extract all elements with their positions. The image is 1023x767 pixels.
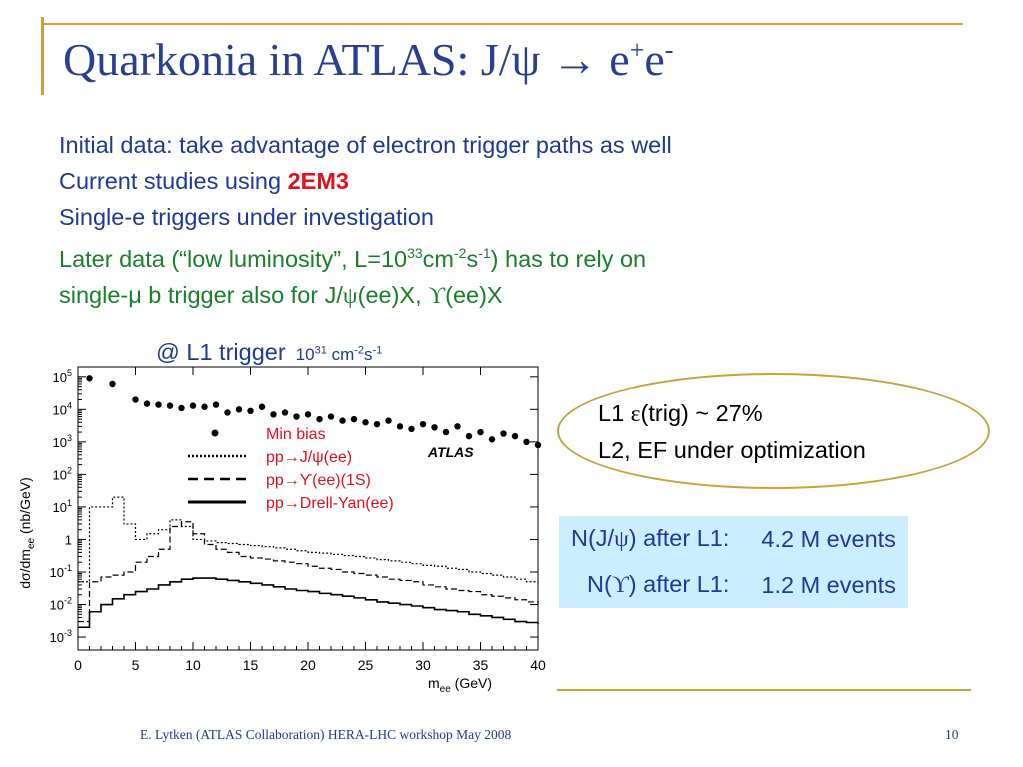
minbias-point	[396, 423, 404, 430]
jpsi-label: N(J/ψ) after L1:	[571, 525, 730, 552]
page-number: 10	[945, 727, 959, 742]
minbias-point	[189, 402, 197, 409]
bullet-2: Current studies using 2EM3	[59, 168, 349, 194]
legend-label: pp→J/ψ(ee)	[266, 449, 352, 466]
bullet-1: Initial data: take advantage of electron…	[59, 132, 672, 158]
minbias-point	[477, 428, 484, 436]
x-tick-label: 0	[74, 657, 82, 673]
minbias-point	[534, 441, 542, 449]
minbias-point	[442, 428, 450, 436]
legend-label: pp→Drell-Yan(ee)	[266, 495, 394, 512]
minbias-point	[270, 411, 277, 418]
minbias-point	[212, 401, 220, 408]
efficiency-line: L1 ε(trig) ~ 27%	[598, 400, 763, 427]
minbias-point	[385, 417, 392, 424]
minbias-point	[339, 417, 346, 424]
minbias-point	[373, 420, 381, 428]
minbias-point	[465, 432, 473, 440]
upsilon-count: 1.2 M events	[761, 571, 896, 598]
trigger-efficiency-text: L1 ε(trig) ~ 27% L2, EF under optimizati…	[598, 395, 866, 468]
event-yield-table: N(J/ψ) after L1: 4.2 M events N(ϒ) after…	[559, 516, 908, 608]
y-tick-label: 105	[53, 368, 72, 385]
minbias-point	[235, 406, 243, 413]
minbias-point	[500, 430, 507, 437]
minbias-point	[155, 401, 162, 408]
legend-label: Min bias	[266, 426, 326, 443]
minbias-point	[488, 436, 496, 443]
minbias-point	[419, 420, 427, 428]
mass-spectrum-plot: 0 5 10 15 20 25 30 35 40 10-3 10-2 10-1 1 101 102 103 10…	[17, 366, 546, 695]
minbias-point	[178, 404, 185, 412]
x-tick-label: 20	[300, 657, 316, 673]
y-tick-label: 101	[53, 498, 72, 515]
minbias-point	[132, 396, 139, 403]
bullet-list: Initial data: take advantage of electron…	[59, 127, 672, 314]
x-tick-label: 25	[358, 657, 374, 673]
minbias-point	[304, 411, 312, 418]
minbias-point	[281, 409, 289, 416]
x-tick-label: 5	[132, 657, 140, 673]
y-tick-label: 102	[53, 465, 72, 482]
upsilon-label: N(ϒ) after L1:	[587, 571, 730, 598]
table-row: N(ϒ) after L1: 1.2 M events	[559, 562, 908, 608]
minbias-point	[143, 400, 151, 407]
optimization-line: L2, EF under optimization	[598, 437, 866, 463]
drellyan-curve	[78, 577, 539, 629]
y-tick-label: 1	[65, 532, 72, 547]
minbias-point	[454, 423, 461, 430]
y-axis-label: dσ/dmee (nb/GeV)	[17, 477, 37, 589]
l1-trigger-label: @ L1 trigger 1031 cm-2s-1	[156, 339, 383, 365]
trigger-highlight: 2EM3	[287, 168, 349, 194]
trigger-efficiency-oval	[557, 373, 990, 489]
y-tick-label: 104	[53, 400, 72, 417]
legend-label: pp→ϒ(ee)(1S)	[266, 472, 371, 489]
x-axis-label: mee (GeV)	[428, 675, 492, 695]
bullet-5: single-μ b trigger also for J/ψ(ee)X, ϒ(…	[59, 281, 503, 309]
bullet-3: Single-e triggers under investigation	[59, 204, 434, 230]
table-row: N(J/ψ) after L1: 4.2 M events	[559, 516, 908, 562]
x-tick-label: 10	[185, 657, 201, 673]
jpsi-count: 4.2 M events	[761, 525, 896, 552]
minbias-point	[247, 407, 254, 415]
minbias-point	[431, 424, 438, 431]
minbias-point	[224, 409, 231, 416]
x-tick-label: 40	[530, 657, 546, 673]
plot-legend: Min bias pp→J/ψ(ee) pp→ϒ(ee)(1S) pp→Drell-Y…	[188, 426, 394, 512]
y-tick-label: 10-2	[50, 596, 72, 613]
minbias-point	[86, 375, 93, 382]
minbias-point	[511, 432, 519, 440]
upsilon-curve	[78, 521, 539, 623]
x-tick-label: 15	[243, 657, 259, 673]
separator-line	[557, 689, 971, 691]
x-tick-label: 30	[415, 657, 431, 673]
minbias-point	[327, 413, 335, 420]
y-tick-label: 10-3	[50, 628, 72, 645]
minbias-point	[258, 403, 266, 410]
footer-text: E. Lytken (ATLAS Collaboration) HERA-LHC…	[140, 727, 512, 742]
minbias-point	[408, 425, 415, 433]
minbias-point	[109, 380, 116, 388]
bullet-4: Later data (“low luminosity”, L=1033cm-2…	[59, 245, 647, 272]
slide-title: Quarkonia in ATLAS: J/ψ → e+e-	[63, 34, 674, 85]
minbias-point	[523, 438, 530, 446]
minbias-point	[350, 415, 358, 423]
x-tick-label: 35	[473, 657, 489, 673]
title-frame-vertical	[41, 17, 44, 95]
minbias-point	[166, 402, 174, 409]
y-tick-label: 103	[53, 433, 72, 450]
minbias-point	[362, 419, 369, 426]
jpsi-curve	[78, 496, 539, 585]
minbias-point	[316, 415, 323, 423]
plot-curves	[78, 375, 542, 629]
minbias-point	[201, 403, 208, 410]
y-tick-label: 10-1	[50, 563, 72, 580]
title-frame-horizontal	[41, 23, 963, 25]
minbias-point	[293, 413, 300, 420]
legend-dot	[211, 429, 219, 437]
atlas-logo: ATLAS	[427, 444, 474, 460]
axis-ticks: 0 5 10 15 20 25 30 35 40 10-3 10-2 10-1 1 101 102 103 10…	[50, 367, 546, 673]
